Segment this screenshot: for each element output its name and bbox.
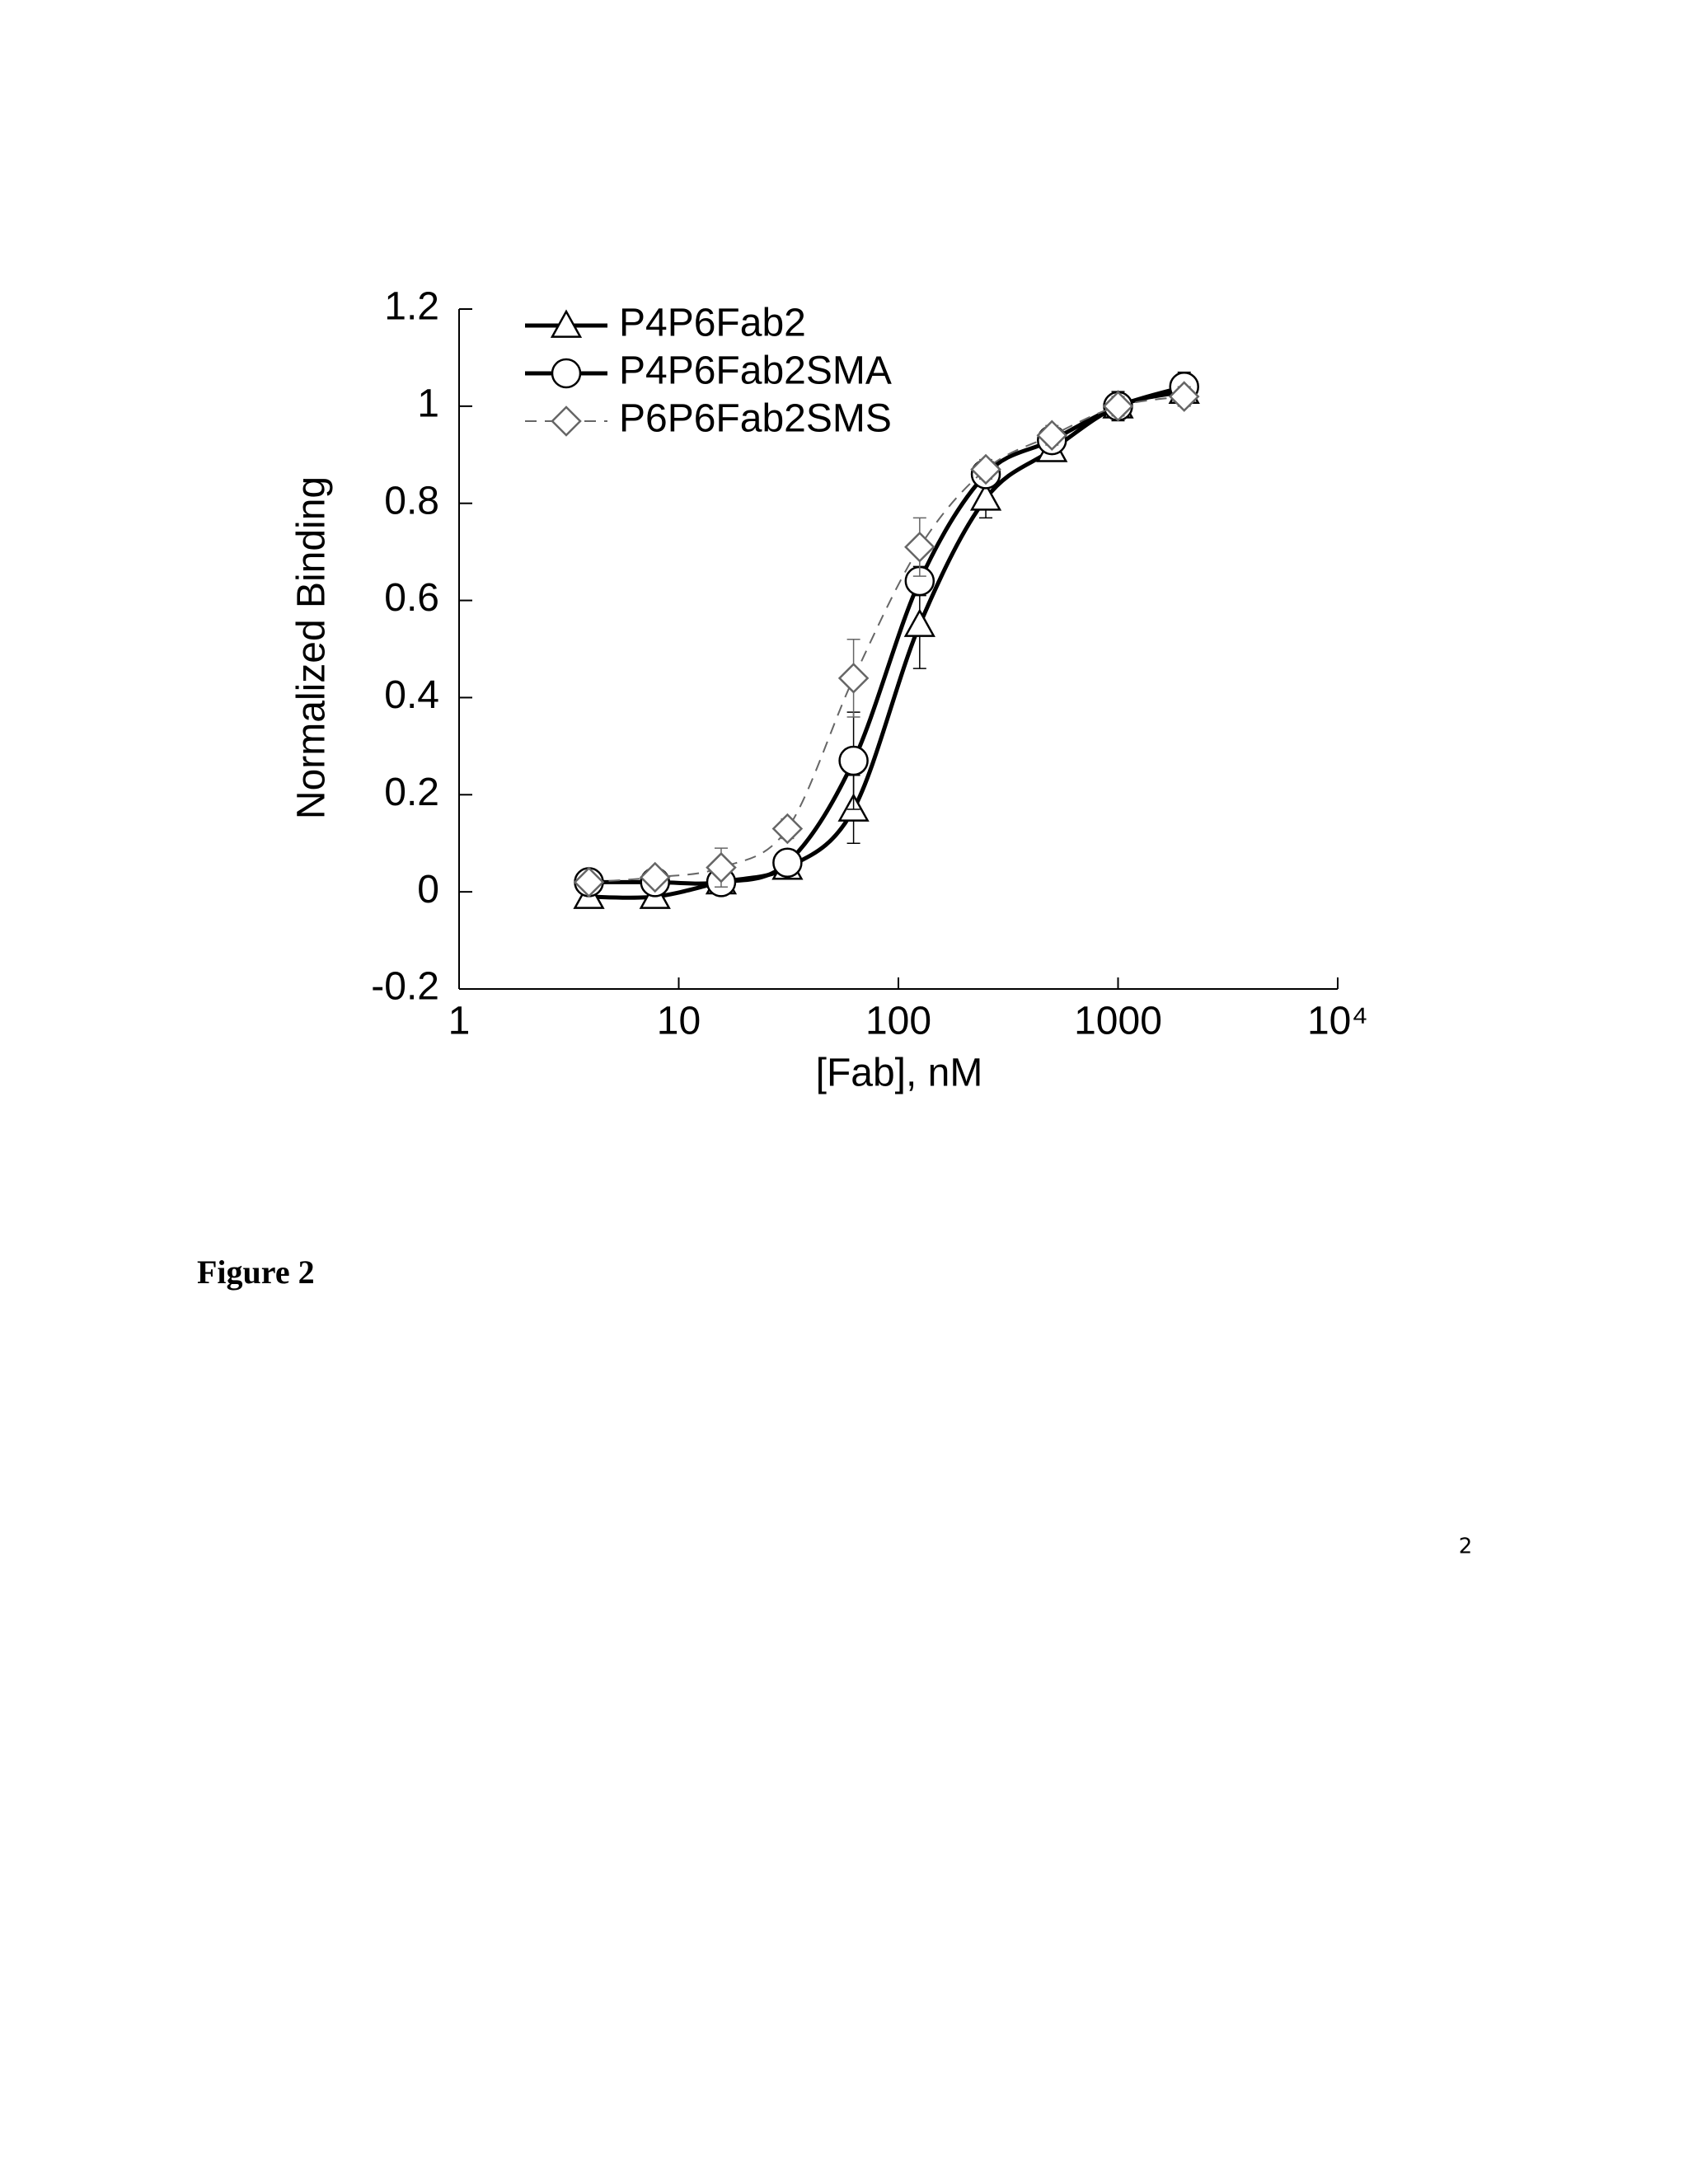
- legend-label: P4P6Fab2: [619, 302, 806, 345]
- marker: [1168, 381, 1200, 412]
- marker: [639, 861, 671, 893]
- figure-caption: Figure 2: [197, 1254, 315, 1291]
- y-tick-label: 1: [417, 382, 439, 426]
- series-line: [588, 389, 1185, 900]
- series-line: [588, 384, 1185, 886]
- marker: [771, 813, 804, 845]
- x-tick-label: 10⁴: [1307, 1000, 1368, 1043]
- marker: [706, 851, 737, 883]
- marker: [969, 482, 1002, 511]
- y-tick-label: 0.4: [384, 673, 439, 717]
- y-tick-label: -0.2: [371, 965, 439, 1009]
- y-tick-label: 0: [417, 868, 439, 912]
- y-tick-label: 0.2: [384, 771, 439, 814]
- marker: [838, 745, 869, 776]
- x-tick-label: 1000: [1074, 1000, 1162, 1043]
- y-tick-label: 0.6: [384, 576, 439, 620]
- marker: [772, 847, 803, 879]
- marker: [551, 358, 582, 389]
- legend-label: P4P6Fab2SMA: [619, 349, 892, 393]
- marker: [1036, 419, 1068, 451]
- y-tick-label: 1.2: [384, 285, 439, 329]
- x-axis-label: [Fab], nM: [816, 1052, 983, 1095]
- x-tick-label: 100: [865, 1000, 931, 1043]
- legend-label: P6P6Fab2SMS: [619, 397, 892, 441]
- marker: [551, 405, 582, 437]
- marker: [573, 866, 605, 898]
- y-axis-label: Normalized Binding: [290, 476, 334, 819]
- marker: [970, 453, 1001, 485]
- marker: [904, 531, 935, 563]
- marker: [1102, 391, 1134, 422]
- marker: [903, 608, 935, 637]
- y-tick-label: 0.8: [384, 479, 439, 523]
- x-tick-label: 10: [657, 1000, 701, 1043]
- x-tick-label: 1: [448, 1000, 471, 1043]
- series-line: [588, 396, 1184, 883]
- marker: [837, 663, 870, 694]
- page-number: 2: [1459, 1535, 1473, 1559]
- marker: [550, 309, 583, 338]
